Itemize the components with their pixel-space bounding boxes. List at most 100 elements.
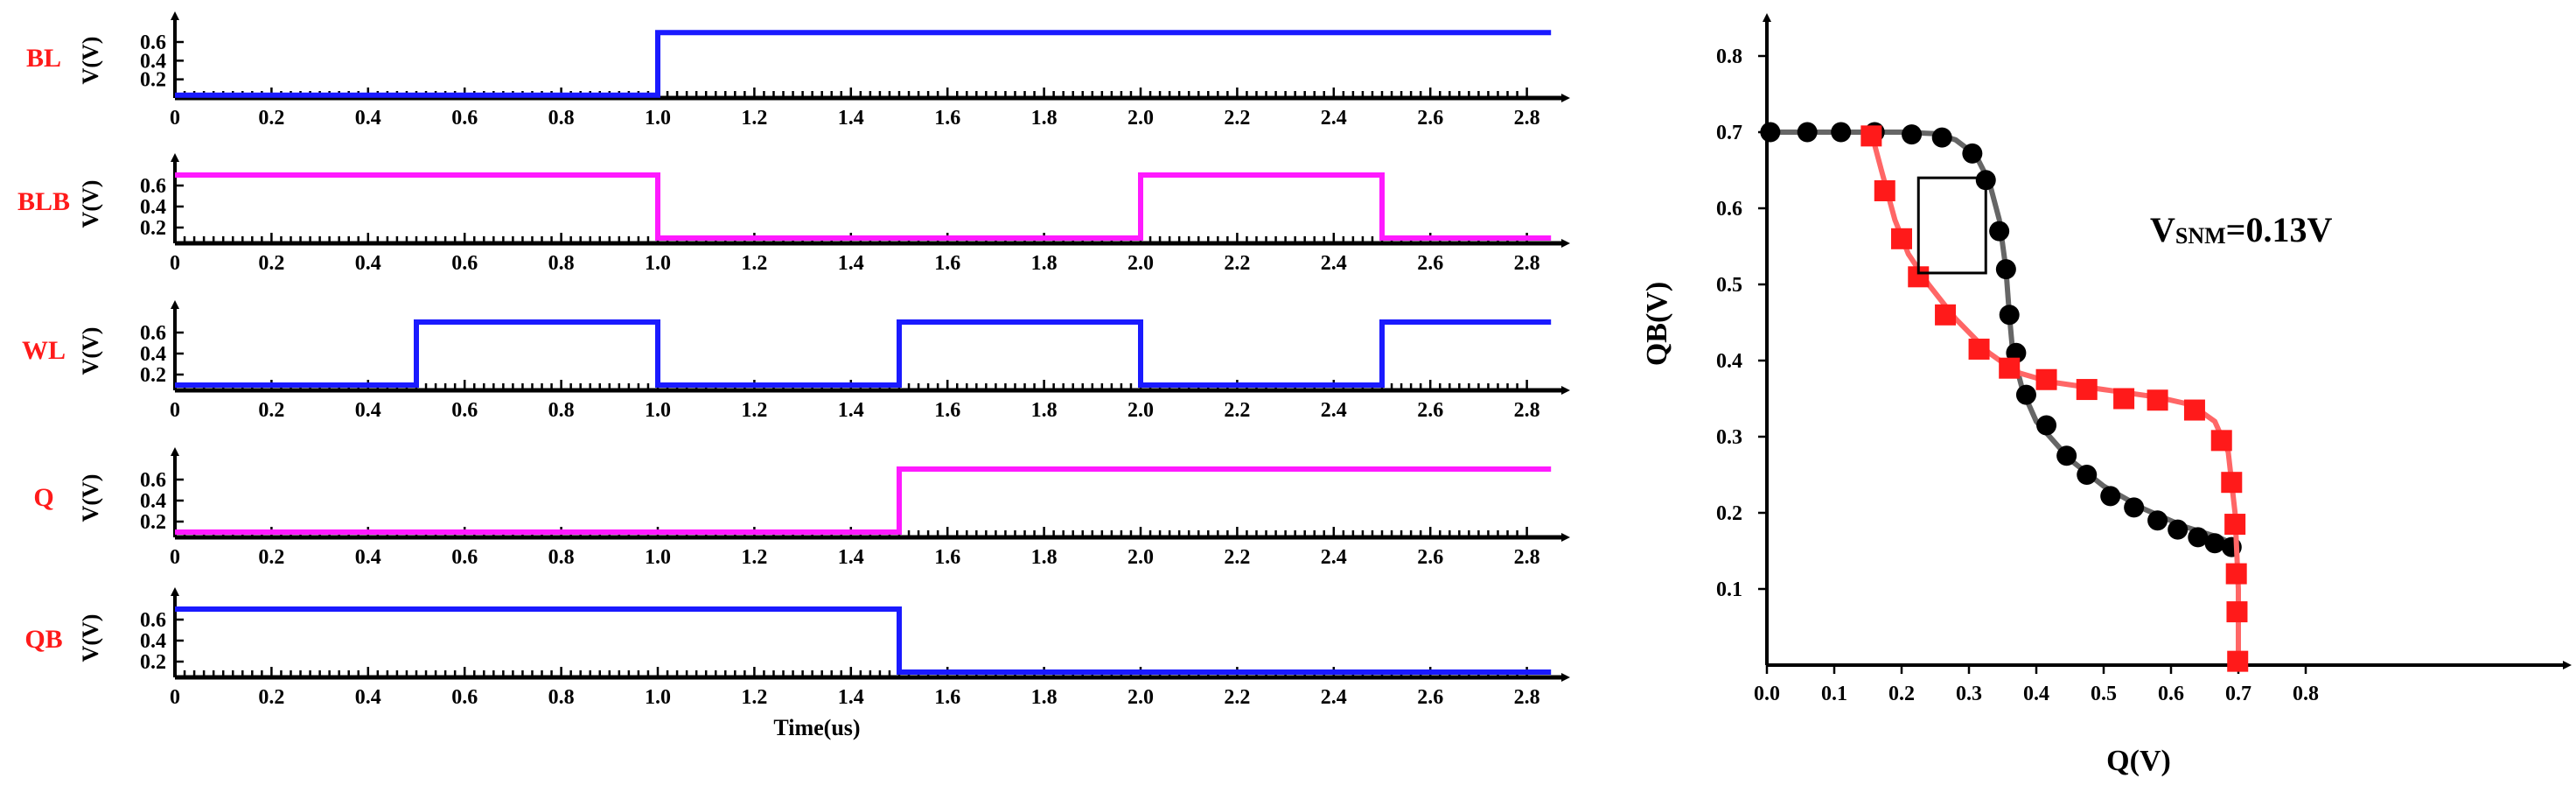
- panel-qb: 0 0.2 0.4 0.6 0.8 1.0 1.2 1.4 1.6 1.8 2.0 2.2 2.4 2.6…: [24, 587, 1570, 709]
- panel-q: 0 0.2 0.4 0.6 0.8 1.0 1.2 1.4 1.6 1.8 2.0 2.2 2.4 2.6…: [33, 447, 1570, 569]
- y-axis-title: QB(V): [1641, 282, 1673, 366]
- waveform-blb: [175, 172, 1552, 241]
- x-tick-label: 1.2: [741, 686, 767, 709]
- x-tick-label: 0.1: [1821, 683, 1847, 705]
- panel-blb: 0 0.2 0.4 0.6 0.8 1.0 1.2 1.4 1.6 1.8 2.0 2.2 2.4 2.6…: [17, 153, 1570, 275]
- x-tick-label: 2.6: [1417, 252, 1443, 275]
- panel-wl: 0 0.2 0.4 0.6 0.8 1.0 1.2 1.4 1.6 1.8 2.0 2.2 2.4 2.6…: [22, 300, 1570, 422]
- x-axis-title: Q(V): [2106, 745, 2171, 777]
- x-tick-label: 2.4: [1321, 546, 1347, 569]
- data-point: [2077, 465, 2098, 485]
- x-tick-label: 2.8: [1514, 546, 1540, 569]
- waveform-qb: [175, 606, 1552, 675]
- data-point: [1874, 179, 1895, 201]
- data-point: [1902, 124, 1923, 145]
- x-tick-label: 1.6: [934, 546, 960, 569]
- data-point: [2124, 497, 2145, 518]
- data-point: [1962, 143, 1983, 164]
- y-tick-label: 0.4: [140, 196, 166, 219]
- snm-annotation-main: V: [2150, 210, 2175, 249]
- y-tick-label: 0.2: [140, 217, 166, 240]
- data-point: [1935, 304, 1957, 326]
- x-tick-label: 2.4: [1321, 686, 1347, 709]
- data-point: [2227, 650, 2249, 672]
- data-point: [2188, 527, 2209, 548]
- x-tick-label: 1.0: [645, 546, 671, 569]
- x-tick-label: 0: [170, 686, 180, 709]
- waveform-wl: [175, 319, 1552, 388]
- x-tick-label: 1.4: [838, 399, 864, 422]
- x-tick-label: 1.0: [645, 399, 671, 422]
- timing-diagram: 0 0.2 0.4 0.6 0.8 1.0 1.2 1.4 1.6 1.8 2.0 2.2 2.4 2.6…: [17, 11, 1570, 740]
- data-point: [2225, 563, 2247, 585]
- signal-label: BLB: [17, 187, 70, 216]
- data-point: [1891, 228, 1912, 249]
- data-point: [2147, 510, 2168, 531]
- x-tick-label: 0.2: [258, 399, 284, 422]
- x-tick-label: 2.8: [1514, 686, 1540, 709]
- x-axis-title: Time(us): [773, 715, 860, 740]
- data-point: [1760, 122, 1781, 143]
- y-tick-label: 0.6: [140, 175, 166, 198]
- x-tick-label: 0: [170, 252, 180, 275]
- data-point: [2035, 368, 2057, 390]
- x-tick-label: 2.2: [1224, 107, 1250, 130]
- x-tick-label: 0.2: [258, 686, 284, 709]
- x-tick-label: 1.4: [838, 686, 864, 709]
- x-tick-label: 0: [170, 107, 180, 130]
- y-tick-label: 0.6: [1716, 198, 1742, 221]
- x-tick-label: 2.2: [1224, 252, 1250, 275]
- series-0: [1760, 122, 2242, 557]
- x-tick-label: 0.6: [451, 546, 478, 569]
- y-tick-label: 0.6: [140, 609, 166, 632]
- data-point: [2210, 430, 2232, 452]
- x-tick-label: 0.2: [258, 546, 284, 569]
- x-tick-label: 0.6: [451, 252, 478, 275]
- data-point: [1999, 305, 2020, 326]
- x-tick-label: 1.6: [934, 686, 960, 709]
- x-tick-label: 1.8: [1031, 686, 1058, 709]
- y-tick-label: 0.4: [140, 50, 166, 73]
- x-tick-label: 0.8: [548, 686, 575, 709]
- x-tick-label: 2.8: [1514, 107, 1540, 130]
- panel-bl: 0 0.2 0.4 0.6 0.8 1.0 1.2 1.4 1.6 1.8 2.0 2.2 2.4 2.6…: [26, 11, 1570, 130]
- y-tick-label: 0.6: [140, 469, 166, 492]
- data-point: [1831, 122, 1852, 143]
- x-tick-label: 0.6: [451, 399, 478, 422]
- data-point: [2226, 601, 2248, 623]
- x-tick-label: 2.0: [1127, 686, 1154, 709]
- y-tick-label: 0.3: [1716, 426, 1742, 449]
- y-tick-label: 0.2: [140, 511, 166, 534]
- x-tick-label: 2.2: [1224, 686, 1250, 709]
- data-point: [2015, 384, 2036, 405]
- data-point: [2076, 379, 2098, 401]
- waveform-q: [175, 466, 1552, 535]
- data-point: [2183, 399, 2205, 421]
- x-tick-label: 1.8: [1031, 107, 1058, 130]
- x-tick-label: 1.6: [934, 399, 960, 422]
- signal-label: Q: [33, 483, 53, 512]
- y-tick-label: 0.4: [1716, 350, 1742, 373]
- x-tick-label: 0.8: [548, 107, 575, 130]
- x-tick-label: 2.6: [1417, 399, 1443, 422]
- x-tick-label: 0.4: [355, 686, 381, 709]
- y-axis-label: V(V): [78, 327, 103, 375]
- x-tick-label: 1.2: [741, 399, 767, 422]
- x-tick-label: 1.6: [934, 107, 960, 130]
- data-point: [1968, 338, 1990, 360]
- x-tick-label: 2.4: [1321, 399, 1347, 422]
- x-tick-label: 1.8: [1031, 546, 1058, 569]
- x-tick-label: 2.2: [1224, 546, 1250, 569]
- y-axis-label: V(V): [78, 37, 103, 85]
- x-tick-label: 1.2: [741, 107, 767, 130]
- y-axis-label: V(V): [78, 180, 103, 228]
- y-axis-label: V(V): [78, 474, 103, 522]
- signal-label: WL: [22, 336, 66, 365]
- x-tick-label: 0.4: [355, 107, 381, 130]
- y-tick-label: 0.1: [1716, 578, 1742, 601]
- y-tick-label: 0.5: [1716, 274, 1742, 297]
- y-tick-label: 0.4: [140, 343, 166, 366]
- x-tick-label: 1.2: [741, 546, 767, 569]
- data-point: [2221, 472, 2243, 494]
- x-tick-label: 0.0: [1754, 683, 1780, 705]
